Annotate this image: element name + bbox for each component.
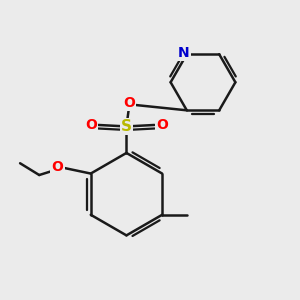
- Text: S: S: [121, 119, 132, 134]
- Text: N: N: [178, 46, 190, 60]
- Text: O: O: [52, 160, 63, 174]
- Text: O: O: [85, 118, 97, 132]
- Text: O: O: [156, 118, 168, 132]
- Text: O: O: [124, 96, 135, 110]
